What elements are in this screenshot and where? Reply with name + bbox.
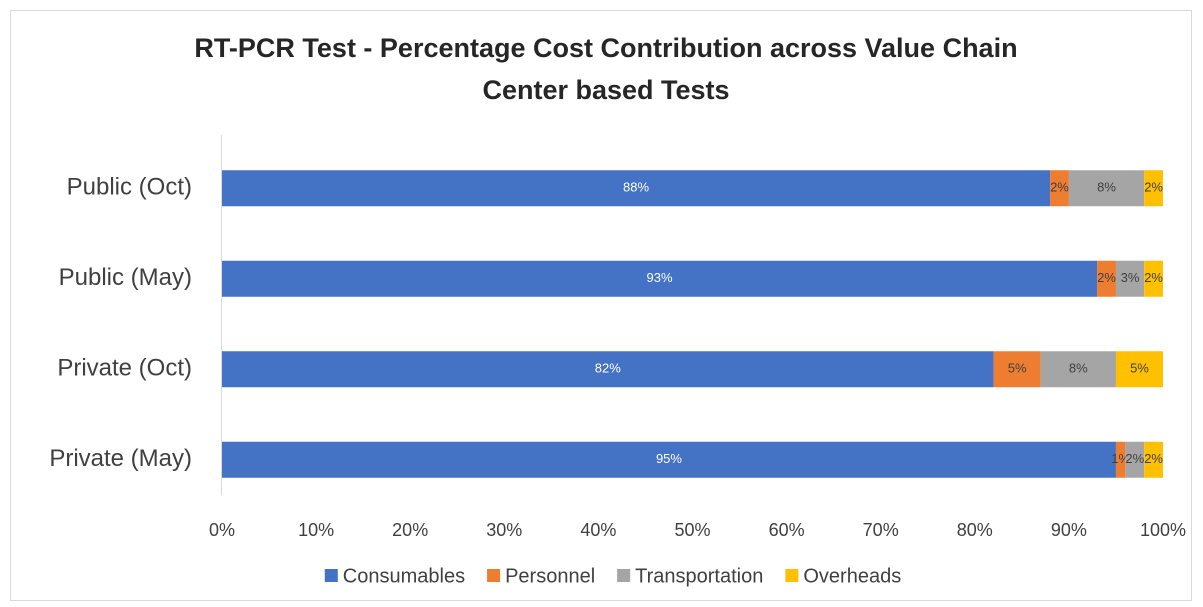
data-label: 8% xyxy=(1097,180,1116,195)
x-tick-label: 90% xyxy=(1051,520,1087,540)
bar-segment xyxy=(1040,351,1116,388)
chart-title: RT-PCR Test - Percentage Cost Contributi… xyxy=(194,33,1017,63)
data-label: 82% xyxy=(595,361,621,376)
category-label: Private (May) xyxy=(49,445,192,472)
bar-segment xyxy=(1144,170,1163,207)
bar-segment xyxy=(1115,260,1145,297)
bar-segment xyxy=(1068,170,1145,207)
data-label: 2% xyxy=(1144,270,1163,285)
legend-label: Personnel xyxy=(505,565,595,587)
category-label: Public (Oct) xyxy=(67,174,192,201)
x-tick-label: 70% xyxy=(863,520,899,540)
data-label: 93% xyxy=(647,270,673,285)
bar-segment xyxy=(1125,441,1145,478)
x-tick-label: 30% xyxy=(486,520,522,540)
x-tick-label: 0% xyxy=(209,520,235,540)
bar-segment xyxy=(222,441,1116,478)
legend-label: Overheads xyxy=(803,565,901,587)
data-label: 2% xyxy=(1144,451,1163,466)
category-label: Private (Oct) xyxy=(57,355,192,382)
legend-swatch xyxy=(487,569,501,582)
data-label: 2% xyxy=(1125,451,1144,466)
data-label: 8% xyxy=(1069,361,1088,376)
legend-swatch xyxy=(324,569,338,582)
bar-segment xyxy=(1144,441,1163,478)
data-label: 2% xyxy=(1050,180,1069,195)
data-label: 2% xyxy=(1144,180,1163,195)
data-label: 3% xyxy=(1121,270,1140,285)
x-tick-label: 40% xyxy=(580,520,616,540)
bar-segment xyxy=(1115,441,1126,478)
bar-segment xyxy=(222,351,994,388)
chart-frame xyxy=(10,10,1192,601)
bar-segment xyxy=(1097,260,1116,297)
x-tick-label: 10% xyxy=(298,520,334,540)
bar-segment xyxy=(222,170,1051,207)
x-tick-label: 20% xyxy=(392,520,428,540)
legend-label: Transportation xyxy=(635,565,763,587)
data-label: 95% xyxy=(656,451,682,466)
bar-segment xyxy=(993,351,1041,388)
data-label: 2% xyxy=(1097,270,1116,285)
chart-subtitle: Center based Tests xyxy=(482,75,729,105)
x-tick-label: 80% xyxy=(957,520,993,540)
legend-swatch xyxy=(785,569,799,582)
bar-segment xyxy=(1144,260,1163,297)
legend-swatch xyxy=(617,569,631,582)
x-tick-label: 50% xyxy=(674,520,710,540)
data-label: 88% xyxy=(623,180,649,195)
bar-segment xyxy=(222,260,1098,297)
x-tick-label: 60% xyxy=(769,520,805,540)
bar-segment xyxy=(1050,170,1069,207)
data-label: 5% xyxy=(1008,361,1027,376)
legend-label: Consumables xyxy=(343,565,465,587)
bar-segment xyxy=(1115,351,1163,388)
data-label: 5% xyxy=(1130,361,1149,376)
category-label: Public (May) xyxy=(59,264,192,291)
x-tick-label: 100% xyxy=(1140,520,1186,540)
